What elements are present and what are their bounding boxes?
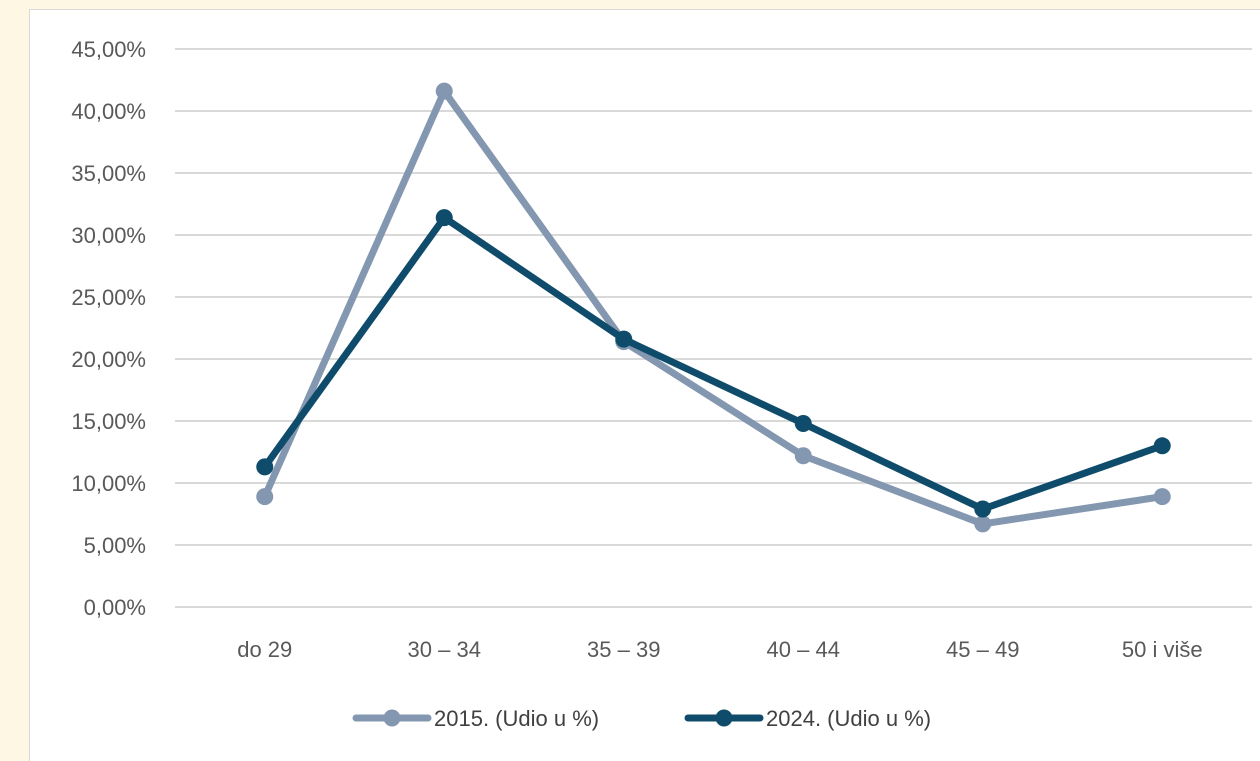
y-tick-label: 40,00% [71, 99, 146, 124]
gridlines [175, 48, 1252, 608]
y-tick-label: 0,00% [84, 595, 146, 620]
y-tick-label: 5,00% [84, 533, 146, 558]
data-point [794, 414, 812, 432]
x-axis-tick-labels: do 29 30 – 34 35 – 39 40 – 44 45 – 49 50 i vi… [237, 637, 1202, 662]
y-tick-label: 20,00% [71, 347, 146, 372]
data-point [435, 209, 453, 227]
y-axis-tick-labels: 0,00% 5,00% 10,00% 15,00% 20,00% 25,00% 30,00%… [71, 37, 146, 620]
chart-area [29, 9, 1260, 761]
y-tick-label: 30,00% [71, 223, 146, 248]
x-tick-label: 30 – 34 [408, 637, 481, 662]
data-point [1153, 437, 1171, 455]
data-point [1153, 488, 1171, 506]
data-point [256, 458, 274, 476]
legend-point-marker [383, 709, 401, 727]
x-tick-label: 40 – 44 [767, 637, 840, 662]
series-lines [256, 82, 1171, 533]
data-point [974, 500, 992, 518]
y-tick-label: 25,00% [71, 285, 146, 310]
y-tick-label: 35,00% [71, 161, 146, 186]
y-tick-label: 10,00% [71, 471, 146, 496]
y-tick-label: 45,00% [71, 37, 146, 62]
data-point [435, 82, 453, 100]
legend-label: 2015. (Udio u %) [434, 706, 599, 731]
legend: 2015. (Udio u %) 2024. (Udio u %) [352, 706, 931, 731]
data-point [974, 515, 992, 533]
data-point [615, 330, 633, 348]
x-tick-label: 45 – 49 [946, 637, 1019, 662]
x-tick-label: 50 i više [1122, 637, 1203, 662]
series-line-2 [261, 214, 1166, 513]
data-point [794, 447, 812, 465]
y-tick-label: 15,00% [71, 409, 146, 434]
x-tick-label: do 29 [237, 637, 292, 662]
legend-label: 2024. (Udio u %) [766, 706, 931, 731]
x-tick-label: 35 – 39 [587, 637, 660, 662]
legend-point-marker [715, 709, 733, 727]
series-line-1 [261, 87, 1166, 528]
data-point [256, 488, 274, 506]
